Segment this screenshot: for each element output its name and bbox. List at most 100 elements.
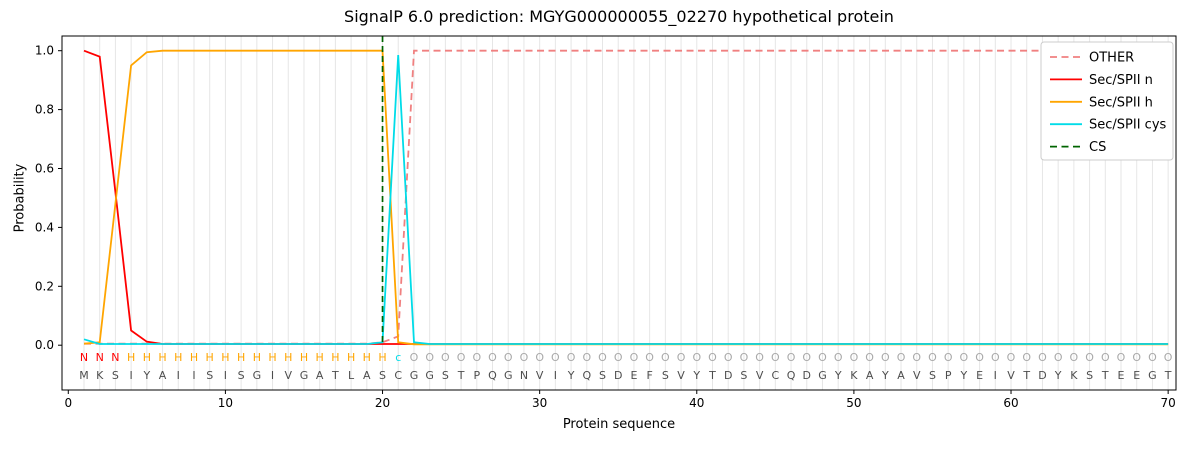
svg-text:60: 60 [1003,396,1018,410]
svg-text:Y: Y [881,369,889,382]
svg-text:H: H [284,351,292,364]
svg-text:C: C [394,369,402,382]
svg-text:G: G [818,369,827,382]
svg-text:M: M [79,369,89,382]
svg-text:A: A [159,369,167,382]
svg-text:H: H [190,351,198,364]
svg-text:O: O [771,351,780,364]
svg-text:O: O [755,351,764,364]
svg-text:O: O [614,351,623,364]
series-line-sec-spii-cys [83,55,1169,345]
legend-label-sec-spii-n: Sec/SPII n [1089,73,1153,88]
svg-text:O: O [457,351,466,364]
svg-text:O: O [692,351,701,364]
svg-text:P: P [945,369,952,382]
svg-text:O: O [1007,351,1016,364]
svg-text:O: O [488,351,497,364]
svg-text:O: O [410,351,419,364]
svg-text:20: 20 [375,396,390,410]
svg-text:D: D [614,369,622,382]
svg-text:G: G [300,369,309,382]
svg-text:50: 50 [846,396,861,410]
svg-text:H: H [253,351,261,364]
svg-text:T: T [457,369,465,382]
svg-text:I: I [177,369,180,382]
svg-text:G: G [504,369,513,382]
svg-text:S: S [662,369,669,382]
svg-text:Y: Y [142,369,150,382]
svg-text:K: K [850,369,858,382]
svg-text:S: S [379,369,386,382]
svg-text:S: S [1086,369,1093,382]
svg-text:F: F [646,369,652,382]
legend-box [1040,41,1174,161]
svg-text:O: O [724,351,733,364]
svg-text:V: V [284,369,292,382]
svg-text:H: H [127,351,135,364]
svg-text:O: O [865,351,874,364]
series-line-sec-spii-h [83,49,1169,346]
svg-text:40: 40 [689,396,704,410]
svg-text:S: S [206,369,213,382]
svg-text:O: O [802,351,811,364]
svg-text:c: c [395,351,401,364]
svg-text:C: C [771,369,779,382]
svg-text:O: O [1054,351,1063,364]
svg-text:S: S [238,369,245,382]
svg-text:E: E [976,369,983,382]
svg-text:A: A [363,369,371,382]
svg-text:S: S [740,369,747,382]
svg-text:O: O [567,351,576,364]
svg-text:O: O [834,351,843,364]
svg-text:O: O [661,351,670,364]
series-line-other [84,49,1169,345]
svg-text:Y: Y [834,369,842,382]
svg-text:O: O [1085,351,1094,364]
svg-text:N: N [111,351,119,364]
svg-text:H: H [378,351,386,364]
svg-text:70: 70 [1161,396,1176,410]
svg-text:D: D [724,369,732,382]
svg-text:0.0: 0.0 [35,338,54,352]
x-axis-label: Protein sequence [562,417,676,432]
svg-text:T: T [708,369,716,382]
svg-text:O: O [1022,351,1031,364]
svg-text:0.4: 0.4 [35,220,54,234]
svg-text:O: O [944,351,953,364]
svg-text:O: O [991,351,1000,364]
svg-text:O: O [504,351,513,364]
legend-label-cs: CS [1089,140,1106,155]
svg-text:O: O [787,351,796,364]
svg-text:O: O [472,351,481,364]
svg-text:10: 10 [218,396,233,410]
svg-text:30: 30 [532,396,547,410]
svg-text:K: K [96,369,104,382]
svg-text:O: O [1101,351,1110,364]
svg-text:N: N [96,351,104,364]
svg-text:V: V [913,369,921,382]
svg-text:Y: Y [1054,369,1062,382]
svg-text:O: O [677,351,686,364]
svg-text:O: O [881,351,890,364]
svg-text:H: H [158,351,166,364]
svg-text:N: N [80,351,88,364]
svg-text:N: N [520,369,528,382]
svg-text:0.8: 0.8 [35,103,54,117]
svg-text:G: G [253,369,262,382]
svg-text:1.0: 1.0 [35,44,54,58]
y-axis-ticks: 0.0 0.2 0.4 0.6 0.8 1.0 [35,44,62,352]
svg-text:I: I [224,369,227,382]
svg-text:0.2: 0.2 [35,279,54,293]
svg-text:V: V [677,369,685,382]
svg-text:O: O [598,351,607,364]
svg-text:O: O [645,351,654,364]
svg-text:G: G [1148,369,1157,382]
svg-text:T: T [331,369,339,382]
svg-text:O: O [740,351,749,364]
svg-text:K: K [1070,369,1078,382]
legend-label-sec-spii-cys: Sec/SPII cys [1089,118,1167,133]
svg-text:O: O [425,351,434,364]
svg-text:S: S [929,369,936,382]
